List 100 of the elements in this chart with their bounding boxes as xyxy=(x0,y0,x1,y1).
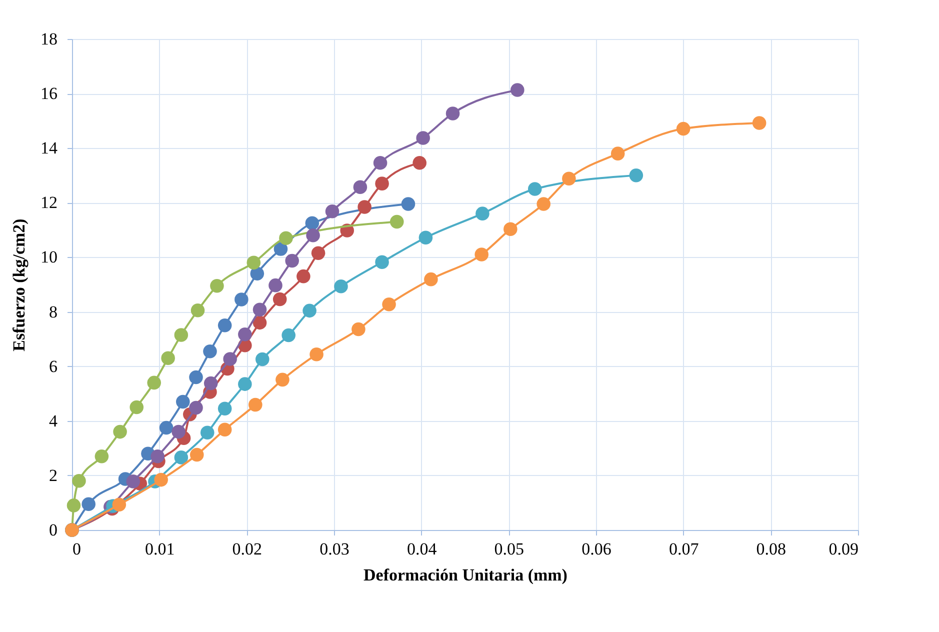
point xyxy=(629,168,644,182)
point xyxy=(390,214,404,229)
point xyxy=(250,266,264,280)
point xyxy=(94,449,109,464)
point xyxy=(218,318,232,332)
point xyxy=(504,222,518,236)
point xyxy=(306,228,320,242)
y-tick-label: 16 xyxy=(40,84,58,104)
point xyxy=(112,498,126,512)
point xyxy=(268,278,282,292)
x-tick-label: 0 xyxy=(72,540,81,558)
point xyxy=(154,472,168,487)
y-tick-label: 10 xyxy=(40,248,58,267)
point xyxy=(311,246,326,260)
point xyxy=(282,328,296,342)
point xyxy=(296,269,310,284)
y-axis-title: Esfuerzo (kg/cm2) xyxy=(10,218,28,352)
point xyxy=(474,248,488,262)
x-axis-title: Deformación Unitaria (mm) xyxy=(364,566,568,584)
x-tick-label: 0.09 xyxy=(828,540,858,558)
point xyxy=(218,402,232,416)
point xyxy=(285,254,299,268)
point xyxy=(218,422,232,436)
point xyxy=(536,197,550,211)
point xyxy=(252,316,267,330)
point xyxy=(200,426,214,440)
y-tick-label: 18 xyxy=(40,30,58,48)
y-tick-label: 12 xyxy=(40,193,58,212)
point xyxy=(562,172,576,186)
point xyxy=(274,242,288,256)
point xyxy=(418,230,433,244)
point xyxy=(353,180,368,194)
point xyxy=(255,352,270,366)
point xyxy=(161,351,175,366)
x-tick-label: 0.08 xyxy=(756,540,786,558)
point xyxy=(238,377,252,391)
x-tick-label: 0.07 xyxy=(668,540,700,558)
point xyxy=(174,328,188,342)
point xyxy=(305,216,320,230)
y-tick-label: 6 xyxy=(49,356,58,376)
point xyxy=(510,83,524,97)
point xyxy=(528,182,542,196)
y-tick-label: 4 xyxy=(49,411,58,430)
point xyxy=(238,328,252,342)
point xyxy=(150,449,164,464)
point xyxy=(610,146,625,160)
y-tick-label: 14 xyxy=(40,138,58,158)
point xyxy=(172,424,186,439)
point xyxy=(252,302,267,316)
point xyxy=(113,424,127,439)
y-tick-label: 0 xyxy=(49,520,58,540)
point xyxy=(66,498,81,512)
point xyxy=(375,255,389,270)
y-tick-label: 2 xyxy=(49,466,58,485)
point xyxy=(72,474,86,488)
x-tick-label: 0.03 xyxy=(320,540,350,558)
point xyxy=(375,176,389,190)
point xyxy=(334,280,348,294)
point xyxy=(382,298,396,312)
point xyxy=(276,372,290,387)
point xyxy=(246,256,261,270)
point xyxy=(248,398,262,412)
point xyxy=(446,106,460,120)
point xyxy=(159,420,174,435)
point xyxy=(147,376,161,390)
point xyxy=(223,352,237,366)
point xyxy=(174,450,188,464)
point xyxy=(272,292,287,306)
point xyxy=(210,278,224,293)
point xyxy=(373,156,388,170)
point xyxy=(130,400,144,414)
point xyxy=(176,394,190,409)
x-tick-label: 0.04 xyxy=(406,540,438,558)
point xyxy=(752,116,766,130)
point xyxy=(676,122,690,136)
point xyxy=(190,304,205,318)
point xyxy=(412,156,426,170)
point xyxy=(476,206,490,220)
x-tick-label: 0.06 xyxy=(582,540,612,558)
point xyxy=(82,497,96,511)
point xyxy=(204,376,218,390)
point xyxy=(189,400,203,415)
point xyxy=(358,200,372,214)
x-tick-label: 0.01 xyxy=(144,540,175,558)
point xyxy=(310,347,324,362)
point xyxy=(126,474,140,488)
point xyxy=(189,370,203,384)
y-tick-label: 8 xyxy=(49,302,58,322)
point xyxy=(401,197,416,211)
point xyxy=(424,272,438,286)
point xyxy=(203,344,217,358)
point xyxy=(325,204,340,218)
x-tick-label: 0.05 xyxy=(494,540,524,558)
x-tick-label: 0.02 xyxy=(232,540,262,558)
point xyxy=(279,231,293,246)
point xyxy=(352,322,366,336)
point xyxy=(302,304,316,318)
point xyxy=(234,292,248,306)
point xyxy=(416,131,430,145)
point xyxy=(190,448,204,462)
